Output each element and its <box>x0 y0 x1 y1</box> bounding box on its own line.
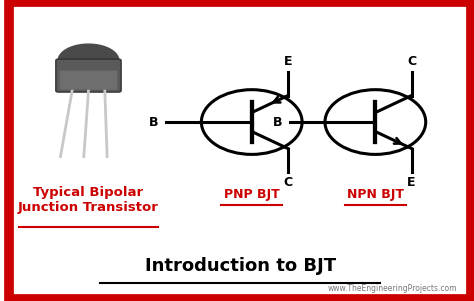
Text: www.TheEngineeringProjects.com: www.TheEngineeringProjects.com <box>328 284 457 293</box>
Text: Introduction to BJT: Introduction to BJT <box>145 257 336 275</box>
FancyBboxPatch shape <box>60 70 118 90</box>
Polygon shape <box>58 44 119 61</box>
FancyBboxPatch shape <box>56 59 121 92</box>
Text: PNP BJT: PNP BJT <box>224 188 280 201</box>
Text: E: E <box>407 176 416 189</box>
Text: C: C <box>407 55 416 68</box>
Text: B: B <box>149 116 158 129</box>
Text: Typical Bipolar
Junction Transistor: Typical Bipolar Junction Transistor <box>18 186 159 214</box>
Text: B: B <box>273 116 282 129</box>
Text: NPN BJT: NPN BJT <box>347 188 404 201</box>
Text: C: C <box>283 176 292 189</box>
Text: E: E <box>284 55 292 68</box>
